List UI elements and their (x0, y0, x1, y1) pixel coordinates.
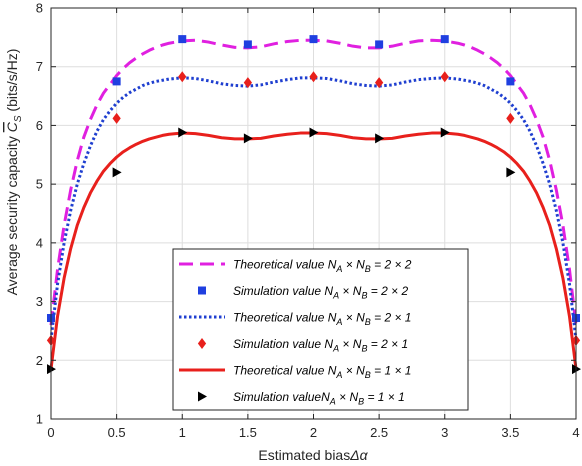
data-point-sim21 (309, 71, 318, 83)
x-axis-label-prefix: Estimated bias (258, 447, 350, 463)
legend-item-sim22: Simulation value NA × NB = 2 × 2 (198, 284, 408, 301)
x-tick-label: 3 (441, 425, 448, 440)
x-tick-label: 1 (179, 425, 186, 440)
y-axis-label-subscript: S (13, 115, 24, 122)
series-sim11 (47, 127, 581, 375)
x-tick-label: 2 (310, 425, 317, 440)
data-point-sim22 (309, 35, 318, 44)
series-layer (46, 35, 581, 375)
y-tick-label: 8 (36, 1, 43, 16)
legend-item-sim11: Simulation valueNA × NB = 1 × 1 (198, 390, 405, 407)
legend-box (172, 248, 469, 411)
legend-label: Simulation value NA × NB = 2 × 1 (233, 337, 408, 354)
data-point-sim11 (112, 167, 122, 178)
x-tick-label: 4 (572, 425, 579, 440)
y-axis-label-group: Average security capacity CS (bits/s/Hz) (4, 49, 24, 296)
x-tick-label: 0 (47, 425, 54, 440)
data-point-sim11 (506, 167, 516, 178)
y-tick-label: 5 (36, 177, 43, 192)
data-point-sim21 (178, 71, 187, 83)
series-sim21 (46, 71, 581, 346)
x-tick-label: 2.5 (370, 425, 388, 440)
data-point-sim22 (440, 35, 449, 44)
data-point-sim21 (375, 77, 384, 89)
y-axis-label-unit: (bits/s/Hz) (4, 49, 20, 112)
y-axis-label-prefix: Average security capacity (4, 136, 20, 295)
data-point-sim22 (375, 40, 384, 49)
data-point-sim11 (178, 127, 188, 138)
x-axis-label: Estimated biasΔα (258, 447, 368, 463)
x-tick-label: 0.5 (108, 425, 126, 440)
data-point-sim22 (112, 77, 121, 86)
legend-item-theo11: Theoretical value NA × NB = 1 × 1 (179, 364, 411, 381)
legend-item-theo21: Theoretical value NA × NB = 2 × 1 (179, 311, 411, 328)
y-tick-label: 2 (36, 353, 43, 368)
y-tick-label: 3 (36, 294, 43, 309)
x-tick-label: 3.5 (501, 425, 519, 440)
legend-swatch-marker (197, 338, 207, 349)
data-point-sim22 (506, 77, 515, 86)
ticks: 0 0.5 1 1.5 2 2.5 3 3.5 4 1 2 3 4 5 6 7 8 (36, 1, 580, 441)
data-point-sim22 (243, 40, 252, 49)
data-point-sim22 (178, 35, 187, 44)
legend-item-theo22: Theoretical value NA × NB = 2 × 2 (179, 258, 412, 275)
legend-label: Theoretical value NA × NB = 1 × 1 (233, 364, 411, 381)
data-point-sim21 (112, 112, 121, 124)
legend: Theoretical value NA × NB = 2 × 2 Simulat… (172, 248, 469, 411)
x-axis-label-symbol: Δα (349, 447, 368, 463)
legend-label: Theoretical value NA × NB = 2 × 2 (233, 258, 412, 275)
y-tick-label: 6 (36, 118, 43, 133)
legend-label: Theoretical value NA × NB = 2 × 1 (233, 311, 411, 328)
legend-label: Simulation value NA × NB = 2 × 2 (233, 284, 408, 301)
data-point-sim21 (440, 71, 449, 83)
data-point-sim11 (309, 127, 319, 138)
data-point-sim21 (243, 77, 252, 89)
data-point-sim11 (375, 133, 385, 144)
y-axis-label: Average security capacity CS (bits/s/Hz) (4, 49, 24, 296)
y-tick-label: 1 (36, 412, 43, 427)
legend-item-sim21: Simulation value NA × NB = 2 × 1 (197, 337, 408, 354)
data-point-sim21 (506, 112, 515, 124)
y-tick-label: 4 (36, 235, 43, 250)
data-point-sim11 (440, 127, 450, 138)
legend-swatch-marker (198, 286, 206, 295)
x-tick-label: 1.5 (239, 425, 257, 440)
legend-swatch-marker (198, 391, 207, 402)
legend-label: Simulation valueNA × NB = 1 × 1 (233, 390, 405, 407)
data-point-sim11 (243, 133, 253, 144)
y-tick-label: 7 (36, 59, 43, 74)
y-axis-label-symbol: C (4, 121, 20, 132)
